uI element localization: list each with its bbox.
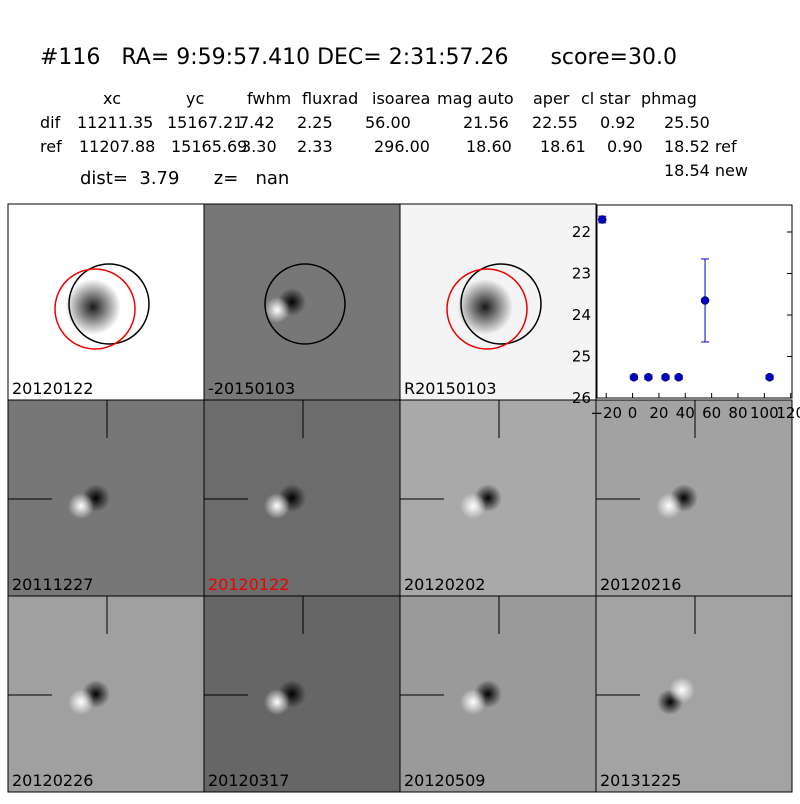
new-circle [446, 268, 528, 350]
x-tick-label: 40 [676, 404, 695, 422]
x-tick-label: 80 [728, 404, 747, 422]
table-cell: 56.00 [365, 113, 411, 132]
x-tick-label: 20 [649, 404, 668, 422]
stamp-label: -20150103 [208, 379, 295, 398]
x-tick-label: 0 [628, 404, 638, 422]
table-cell: 18.52 ref [664, 137, 737, 156]
table-cell: 15165.69 [171, 137, 247, 156]
stamp-label: 20120317 [208, 771, 289, 790]
column-header: phmag [641, 89, 697, 108]
point [629, 372, 639, 382]
x-tick-label: −20 [590, 404, 622, 422]
x-tick-label: 100 [750, 404, 779, 422]
column-header: fwhm [247, 89, 291, 108]
table-cell: 15167.21 [167, 113, 243, 132]
table-cell: 11207.88 [79, 137, 155, 156]
y-tick-label: 24 [572, 306, 591, 324]
title: #116 RA= 9:59:57.410 DEC= 2:31:57.26 sco… [40, 45, 677, 70]
light-curve: −20 0 20 40 60 80100120 22 23 24 25 26 [572, 204, 800, 422]
column-header: mag auto [437, 89, 514, 108]
source-blob [457, 279, 513, 335]
ref-circle [68, 263, 150, 345]
dist-line: dist= 3.79 z= nan [80, 168, 289, 189]
point [661, 372, 670, 382]
table-cell: 25.50 [664, 113, 710, 132]
table-cell: 0.92 [600, 113, 636, 132]
stamps: 20120122 -20150103 R20150103 20111227 201201… [7, 203, 793, 793]
table-cell: dif [40, 113, 61, 132]
table-cell: 296.00 [374, 137, 430, 156]
table-cell: 11211.35 [77, 113, 153, 132]
table-cell: 22.55 [532, 113, 578, 132]
point [598, 215, 607, 224]
plot-frame [596, 204, 793, 399]
table-cell: 18.61 [540, 137, 586, 156]
point [700, 296, 710, 305]
x-tick-label: 120 [776, 404, 800, 422]
x-tick-label: 60 [702, 404, 721, 422]
table-cell: 3.30 [241, 137, 277, 156]
white-lobe [656, 493, 682, 519]
table-cell: 2.25 [297, 113, 333, 132]
column-header: yc [186, 89, 204, 108]
point [644, 372, 653, 382]
column-header: xc [103, 89, 121, 108]
ref-circle [460, 263, 542, 345]
white-lobe [264, 297, 290, 323]
stamp-label: 20111227 [12, 575, 93, 594]
white-lobe [68, 689, 94, 715]
y-tick-label: 22 [572, 223, 591, 241]
column-header: aper [533, 89, 570, 108]
stamp-label: 20120226 [12, 771, 93, 790]
source-blob [65, 279, 121, 335]
stamp-label: 20120122 [12, 379, 93, 398]
white-lobe [264, 689, 290, 715]
point [765, 372, 774, 382]
table-cell: 2.33 [297, 137, 333, 156]
ref-circle [264, 263, 346, 345]
stamp-label: 20131225 [600, 771, 681, 790]
column-header: cl star [581, 89, 631, 108]
white-lobe [669, 677, 695, 703]
y-tick-label: 26 [572, 389, 591, 407]
y-tick-label: 25 [572, 347, 591, 365]
column-header: fluxrad [302, 89, 358, 108]
table-cell: 18.60 [466, 137, 512, 156]
table-cell: 0.90 [607, 137, 643, 156]
extra: 18.54 new [664, 161, 748, 180]
white-lobe [68, 493, 94, 519]
white-lobe [264, 493, 290, 519]
stamp-label: 20120122 [208, 575, 289, 594]
new-circle [54, 268, 136, 350]
stamp-label: R20150103 [404, 379, 497, 398]
point [674, 372, 683, 382]
stamp-label: 20120509 [404, 771, 485, 790]
table-cell: 7.42 [239, 113, 275, 132]
table-cell: ref [40, 137, 62, 156]
table-cell: 21.56 [463, 113, 509, 132]
stamp-label: 20120216 [600, 575, 681, 594]
y-tick-label: 23 [572, 264, 591, 282]
column-header: isoarea [372, 89, 430, 108]
stamp-label: 20120202 [404, 575, 485, 594]
white-lobe [460, 689, 486, 715]
white-lobe [460, 493, 486, 519]
